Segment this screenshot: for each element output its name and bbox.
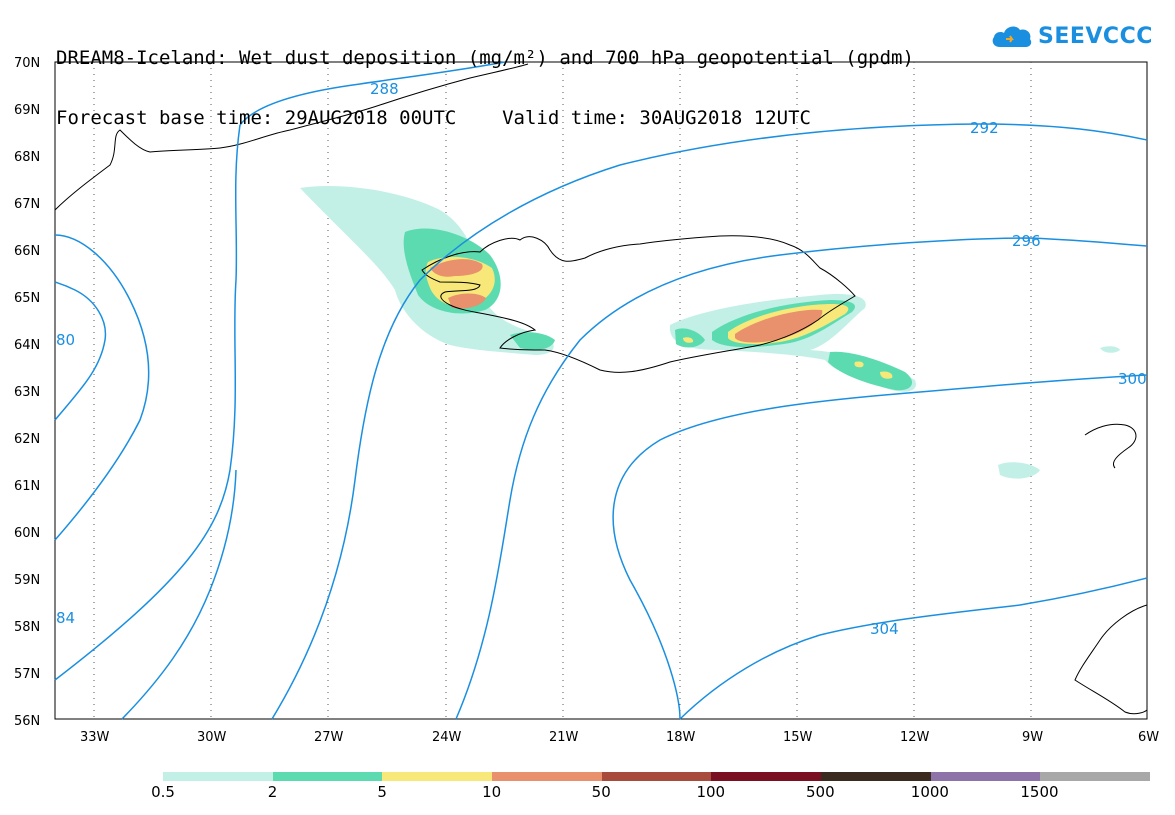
color-legend: 0.5 2 5 10 50 100 500 1000 1500 [151,772,1151,812]
legend-swatch [821,772,931,781]
contour-288-south [54,124,241,681]
dust-south-10 [735,309,823,343]
map-frame [54,61,1148,720]
contour-label-84: 84 [56,609,75,627]
lat-label-68n: 68N [14,150,40,165]
scotland-coastline [1074,604,1148,715]
legend-label: 1000 [910,783,949,801]
dust-west-10 [430,259,483,277]
contour-296 [455,237,1148,720]
lon-label-15w: 15W [783,730,813,745]
legend-label: 500 [806,783,835,801]
contour-label-304: 304 [870,620,899,638]
legend-label: 10 [482,783,502,801]
lat-label-58n: 58N [14,620,40,635]
legend-swatch [492,772,602,781]
legend-label: 5 [377,783,387,801]
legend-color-bar [163,772,1151,781]
lat-label-69n: 69N [14,103,40,118]
legend-swatch [1040,772,1151,781]
dust-patch-small [1100,346,1120,353]
iceland-coastline [421,235,856,373]
contour-288 [239,61,506,126]
dust-west-10b [448,293,486,309]
coastlines [54,63,1148,715]
dust-east-5 [880,371,893,379]
lat-label-57n: 57N [14,667,40,682]
lat-label-56n: 56N [14,714,40,729]
faroe-coastline [1084,423,1137,469]
lon-label-27w: 27W [314,730,344,745]
contour-284 [54,234,150,541]
legend-labels: 0.5 2 5 10 50 100 500 1000 1500 [151,783,1150,803]
title-line-2: Forecast base time: 29AUG2018 00UTC Vali… [56,107,811,129]
latitude-labels: 70N 69N 68N 67N 66N 65N 64N 63N 62N 61N … [14,56,40,729]
title-line-1: DREAM8-Iceland: Wet dust deposition (mg/… [56,47,914,69]
contour-label-292: 292 [970,119,999,137]
legend-swatch [930,772,1041,781]
legend-label: 2 [267,783,278,801]
lon-label-24w: 24W [432,730,462,745]
contour-left-bottom [121,469,237,720]
lat-label-64n: 64N [14,338,40,353]
legend-swatch [163,772,273,781]
longitude-labels: 33W 30W 27W 24W 21W 18W 15W 12W 9W 6W [80,730,1159,745]
legend-swatch [272,772,383,781]
lon-label-21w: 21W [549,730,579,745]
lat-label-65n: 65N [14,291,40,306]
lat-label-70n: 70N [14,56,40,71]
lat-label-63n: 63N [14,385,40,400]
cloud-icon [992,26,1032,47]
lat-label-62n: 62N [14,432,40,447]
seevccc-logo: SEEVCCC [990,16,1160,56]
lat-label-61n: 61N [14,479,40,494]
contour-labels: 288 292 296 300 304 80 84 [56,80,1147,638]
lat-label-66n: 66N [14,244,40,259]
greenland-coastline [54,63,529,211]
dust-patch-18w-5 [683,337,694,343]
contour-292 [271,123,1148,720]
logo-text: SEEVCCC [1038,23,1153,49]
lon-label-6w: 6W [1138,730,1159,745]
legend-label: 0.5 [151,783,175,801]
lat-label-60n: 60N [14,526,40,541]
lon-label-30w: 30W [197,730,227,745]
geopotential-contours [54,61,1148,720]
dust-sw-2 [510,332,555,350]
legend-swatch [711,772,822,781]
lon-label-18w: 18W [666,730,696,745]
legend-label: 1500 [1020,783,1059,801]
lon-label-33w: 33W [80,730,110,745]
lon-label-12w: 12W [900,730,930,745]
lat-label-59n: 59N [14,573,40,588]
contour-label-288: 288 [370,80,399,98]
contour-label-300: 300 [1118,370,1147,388]
legend-label: 50 [591,783,611,801]
contour-label-296: 296 [1012,232,1041,250]
legend-label: 100 [696,783,726,801]
dust-east-2 [828,351,913,391]
dust-patch-faroe [998,462,1040,479]
lat-label-67n: 67N [14,197,40,212]
contour-280 [54,281,107,421]
map-title: DREAM8-Iceland: Wet dust deposition (mg/… [56,8,914,148]
dust-deposition-field [300,186,1120,479]
dust-east-5b [854,361,864,368]
lon-label-9w: 9W [1022,730,1043,745]
legend-swatch [601,772,712,781]
contour-label-80: 80 [56,331,75,349]
contour-304 [679,577,1148,720]
contour-300 [612,374,1148,720]
legend-swatch [382,772,493,781]
